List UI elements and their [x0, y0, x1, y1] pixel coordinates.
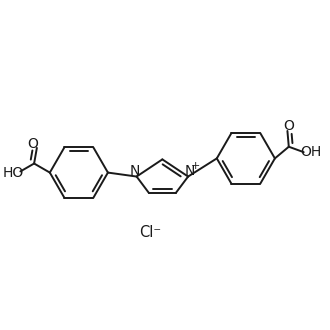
Text: OH: OH [300, 145, 321, 159]
Text: N: N [130, 164, 141, 178]
Text: +: + [191, 161, 200, 171]
Text: Cl⁻: Cl⁻ [139, 225, 161, 240]
Text: HO: HO [3, 166, 24, 180]
Text: N: N [184, 164, 195, 178]
Text: O: O [27, 137, 38, 150]
Text: O: O [283, 119, 294, 133]
